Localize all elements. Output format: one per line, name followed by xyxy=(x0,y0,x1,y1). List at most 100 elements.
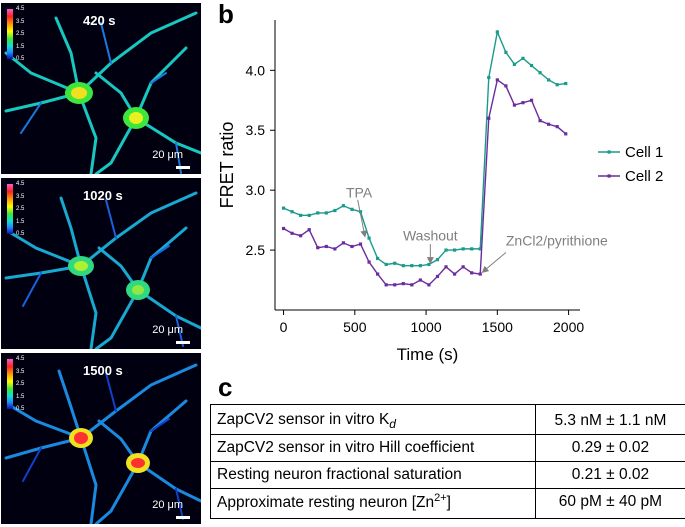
data-point xyxy=(410,264,414,268)
data-point xyxy=(281,206,286,210)
colorbar-tick: 1.5 xyxy=(16,218,25,225)
x-tick-label: 0 xyxy=(280,319,288,335)
y-axis-label: FRET ratio xyxy=(217,122,237,209)
legend-marker xyxy=(607,150,611,154)
data-point xyxy=(401,282,405,286)
micrograph-1500s: 4.5 3.5 2.5 1.5 0.5 1500 s 20 μm xyxy=(1,353,201,524)
data-point xyxy=(307,213,311,217)
data-point xyxy=(307,228,311,232)
data-point xyxy=(452,272,457,276)
chart-axes: 0 500 1000 1500 2000 2.5 3.0 3.5 4.0 Time (s) FRET… xyxy=(217,20,584,364)
table-cell-label: Resting neuron fractional saturation xyxy=(210,461,536,489)
table-label-tail: ] xyxy=(446,494,451,512)
data-point xyxy=(547,78,551,82)
data-point xyxy=(435,258,440,262)
data-point xyxy=(401,264,405,268)
data-point xyxy=(333,208,337,213)
time-label: 1020 s xyxy=(83,188,123,203)
colorbar-tick: 3.5 xyxy=(16,368,25,375)
data-point xyxy=(341,204,346,208)
data-point xyxy=(529,98,534,102)
colorbar xyxy=(7,359,13,409)
data-point xyxy=(393,261,397,265)
x-tick-label: 1500 xyxy=(482,319,513,335)
annotation-label-tpa: TPA xyxy=(346,185,373,201)
micrograph-1020s: 4.5 3.5 2.5 1.5 0.5 1020 s 20 μm xyxy=(1,178,201,349)
neuron-image xyxy=(4,191,201,349)
data-point xyxy=(478,272,482,276)
table-cell-value: 0.29 ± 0.02 xyxy=(534,434,685,462)
annotation-arrow-tpa xyxy=(357,199,368,238)
table-row: ZapCV2 sensor in vitro Kd 5.3 nM ± 1.1 n… xyxy=(210,404,685,435)
data-point xyxy=(316,246,320,250)
data-point xyxy=(384,283,388,287)
table-row: Resting neuron fractional saturation 0.2… xyxy=(210,461,685,489)
neuron-image xyxy=(4,11,201,174)
scale-bar xyxy=(176,166,190,169)
data-point xyxy=(367,236,371,240)
data-point xyxy=(512,62,517,66)
data-point xyxy=(444,265,448,269)
panel-label-c: c xyxy=(218,372,233,402)
data-point xyxy=(470,247,474,251)
data-point xyxy=(393,283,397,287)
y-tick-label: 3.5 xyxy=(246,122,266,138)
data-point xyxy=(367,260,371,264)
table-cell-value: 60 pM ± 40 pM xyxy=(534,488,685,519)
colorbar-tick: 4.5 xyxy=(16,356,25,362)
x-tick-label: 2000 xyxy=(553,319,584,335)
legend-label: Cell 1 xyxy=(625,144,663,161)
x-tick-label: 500 xyxy=(343,319,367,335)
colorbar-tick: 4.5 xyxy=(16,6,25,12)
data-point xyxy=(350,244,354,249)
data-point xyxy=(564,81,568,86)
table-cell-value: 0.21 ± 0.02 xyxy=(534,461,685,489)
data-point xyxy=(495,30,499,34)
fret-ratio-chart: 0 500 1000 1500 2000 2.5 3.0 3.5 4.0 Time (s) FRET… xyxy=(217,20,663,364)
table-cell-value: 5.3 nM ± 1.1 nM xyxy=(534,404,685,435)
x-axis-label: Time (s) xyxy=(397,345,459,364)
scale-label: 20 μm xyxy=(152,149,183,161)
data-point xyxy=(478,247,482,251)
table-cell-label: ZapCV2 sensor in vitro Kd xyxy=(210,404,536,435)
data-point xyxy=(555,125,559,129)
colorbar-ticks: 4.5 3.5 2.5 1.5 0.5 xyxy=(16,6,24,62)
series-line xyxy=(283,29,566,267)
data-point xyxy=(324,211,328,215)
legend-label: Cell 2 xyxy=(625,168,663,185)
data-point xyxy=(324,244,328,249)
time-label: 1500 s xyxy=(83,363,123,378)
data-point xyxy=(529,63,534,68)
table-label-text: Approximate resting neuron [Zn xyxy=(217,494,435,512)
data-point xyxy=(418,278,422,282)
annotation-arrow-zncl2 xyxy=(481,252,507,273)
scale-bar xyxy=(176,341,190,344)
colorbar-tick: 0.5 xyxy=(16,56,25,62)
data-point xyxy=(504,84,508,88)
colorbar-tick: 3.5 xyxy=(16,18,25,25)
data-point xyxy=(290,231,294,235)
y-tick-label: 3.0 xyxy=(246,182,266,198)
data-point xyxy=(358,242,363,246)
scale-bar xyxy=(176,516,190,519)
colorbar-tick: 0.5 xyxy=(16,406,25,412)
colorbar xyxy=(7,9,13,59)
annotation-label-washout: Washout xyxy=(403,228,458,244)
data-point xyxy=(487,116,491,120)
table-row: Approximate resting neuron [Zn2+] 60 pM … xyxy=(210,488,685,519)
neuron-image xyxy=(4,363,201,524)
data-point xyxy=(444,248,448,252)
legend-marker xyxy=(607,174,611,178)
chart-legend: Cell 1 Cell 2 xyxy=(598,144,663,185)
scale-label: 20 μm xyxy=(152,499,183,511)
x-tick-label: 1000 xyxy=(410,319,441,335)
panel-label-b: b xyxy=(218,0,234,29)
data-point xyxy=(470,271,474,275)
series-line xyxy=(283,78,567,286)
data-point xyxy=(384,262,388,267)
data-point xyxy=(495,78,499,82)
data-point xyxy=(427,283,431,287)
data-point xyxy=(435,274,440,279)
colorbar-ticks: 4.5 3.5 2.5 1.5 0.5 xyxy=(16,356,24,412)
data-point xyxy=(555,83,559,87)
